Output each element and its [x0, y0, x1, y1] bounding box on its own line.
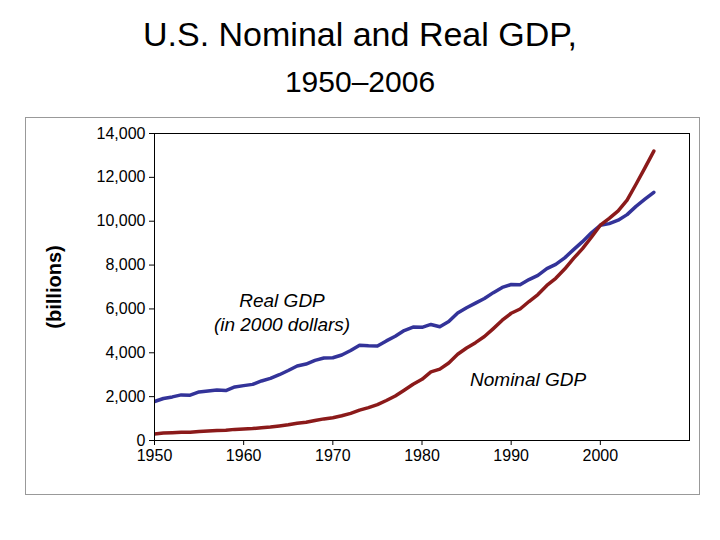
svg-text:6,000: 6,000	[105, 300, 145, 317]
svg-text:Real GDP(in 2000 dollars): Real GDP(in 2000 dollars)	[214, 290, 350, 336]
svg-text:1950: 1950	[137, 447, 173, 464]
html-text:1950–2006: 1950–2006	[284, 65, 436, 98]
html-text:U.S. Nominal and Real GDP,: U.S. Nominal and Real GDP,	[143, 15, 577, 53]
svg-text:Nominal GDP: Nominal GDP	[470, 369, 586, 390]
svg-text:12,000: 12,000	[97, 168, 146, 185]
svg-text:2,000: 2,000	[105, 388, 145, 405]
svg-text:8,000: 8,000	[105, 256, 145, 273]
svg-text:10,000: 10,000	[97, 212, 146, 229]
svg-text:1960: 1960	[226, 447, 262, 464]
svg-text:1990: 1990	[493, 447, 529, 464]
svg-text:14,000: 14,000	[97, 125, 146, 142]
svg-text:4,000: 4,000	[105, 344, 145, 361]
svg-text:0: 0	[136, 431, 146, 449]
svg-text:2000: 2000	[583, 447, 619, 464]
svg-text:1970: 1970	[315, 447, 351, 464]
svg-text:(billions): (billions)	[43, 245, 65, 328]
svg-text:1980: 1980	[404, 447, 440, 464]
